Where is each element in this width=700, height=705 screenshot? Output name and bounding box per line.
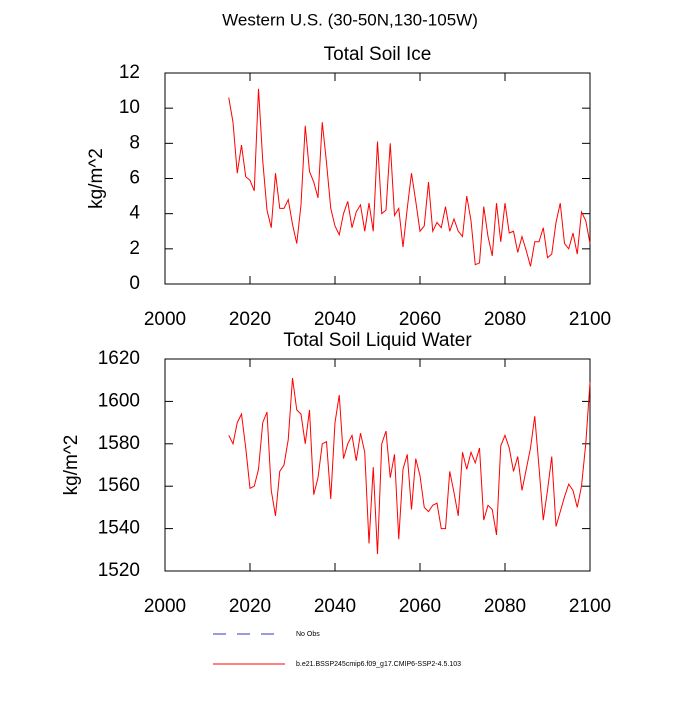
legend-label: No Obs (296, 631, 320, 638)
panel-title: Total Soil Ice (324, 44, 432, 65)
y-tick-label: 1600 (98, 390, 140, 411)
data-line (228, 88, 591, 267)
y-tick-label: 0 (129, 273, 140, 294)
x-tick-label: 2020 (229, 596, 271, 617)
x-tick-label: 2040 (314, 596, 356, 617)
y-tick-label: 1620 (98, 348, 140, 369)
x-tick-label: 2060 (399, 596, 441, 617)
panel-title: Total Soil Liquid Water (283, 330, 472, 351)
x-tick-label: 2100 (569, 309, 611, 330)
y-tick-label: 1580 (98, 433, 140, 454)
x-tick-label: 2060 (399, 309, 441, 330)
y-tick-label: 1520 (98, 560, 140, 581)
x-tick-label: 2000 (144, 309, 186, 330)
y-tick-label: 4 (129, 203, 140, 224)
x-tick-label: 2080 (484, 309, 526, 330)
x-tick-label: 2000 (144, 596, 186, 617)
x-tick-label: 2040 (314, 309, 356, 330)
y-tick-label: 1540 (98, 518, 140, 539)
data-line (228, 378, 591, 555)
y-tick-label: 12 (119, 62, 140, 83)
x-tick-label: 2020 (229, 309, 271, 330)
x-tick-label: 2080 (484, 596, 526, 617)
y-tick-label: 10 (119, 97, 140, 118)
legend-label: b.e21.BSSP245cmip6.f09_g17.CMIP6-SSP2-4.… (296, 661, 461, 668)
y-tick-label: 1560 (98, 475, 140, 496)
plot-frame (164, 358, 591, 572)
y-axis-label: kg/m^2 (86, 148, 107, 209)
y-tick-label: 6 (129, 168, 140, 189)
suptitle: Western U.S. (30-50N,130-105W) (222, 10, 478, 29)
y-tick-label: 2 (129, 238, 140, 259)
y-tick-label: 8 (129, 132, 140, 153)
x-tick-label: 2100 (569, 596, 611, 617)
y-axis-label: kg/m^2 (61, 435, 82, 496)
